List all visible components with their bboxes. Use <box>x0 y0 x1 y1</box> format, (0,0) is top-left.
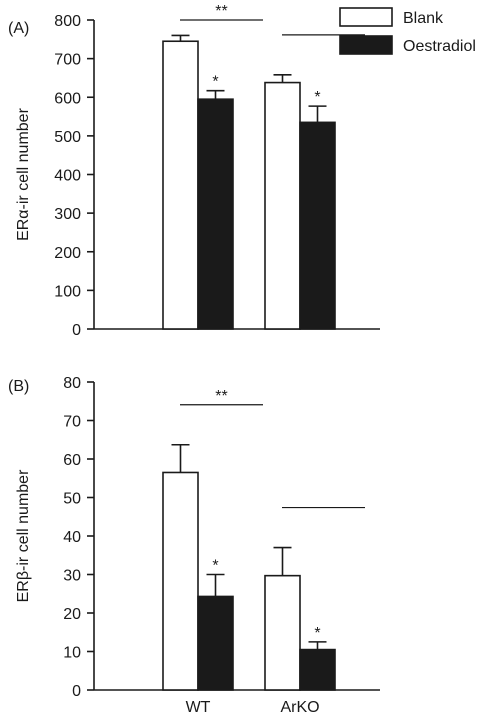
bar-a-blank-1 <box>264 81 301 330</box>
y-tick-label-b: 60 <box>63 452 81 469</box>
significance-star-a-1: * <box>314 89 320 106</box>
y-tick-label-b: 80 <box>63 375 81 392</box>
significance-star-b-0: * <box>212 558 218 575</box>
y-tick-label-a: 800 <box>54 13 81 30</box>
bar-b-oestradiol-1 <box>299 648 336 691</box>
bar-b-blank-1 <box>264 574 301 691</box>
legend-label-blank: Blank <box>403 10 444 27</box>
y-tick-label-a: 700 <box>54 52 81 69</box>
group-significance-b-0: ** <box>215 388 227 405</box>
y-tick-label-b: 30 <box>63 568 81 585</box>
bar-a-oestradiol-1 <box>299 121 336 330</box>
y-tick-label-a: 600 <box>54 90 81 107</box>
significance-star-b-1: * <box>314 625 320 642</box>
group-significance-a-0: ** <box>215 3 227 20</box>
y-tick-label-b: 20 <box>63 606 81 623</box>
y-axis-title-b: ERβ-ir cell number <box>15 469 32 602</box>
y-tick-label-a: 200 <box>54 245 81 262</box>
bar-a-blank-0 <box>162 40 199 330</box>
bar-a-oestradiol-0 <box>197 98 234 330</box>
panel-label-a: (A) <box>8 20 29 37</box>
y-tick-label-b: 70 <box>63 414 81 431</box>
y-tick-label-a: 500 <box>54 129 81 146</box>
legend: Blank Oestradiol <box>339 7 476 55</box>
y-tick-label-b: 50 <box>63 491 81 508</box>
significance-star-a-0: * <box>212 74 218 91</box>
y-tick-label-a: 100 <box>54 283 81 300</box>
y-tick-label-b: 40 <box>63 529 81 546</box>
bar-b-blank-0 <box>162 471 199 691</box>
y-axis-title-a: ERα-ir cell number <box>15 107 32 241</box>
y-tick-label-b: 10 <box>63 645 81 662</box>
y-tick-label-a: 0 <box>72 322 81 339</box>
legend-swatch-blank <box>339 7 393 27</box>
y-tick-label-a: 400 <box>54 168 81 185</box>
y-tick-label-b: 0 <box>72 683 81 700</box>
legend-swatch-oestradiol <box>339 35 393 55</box>
x-tick-label-wt: WT <box>186 699 211 716</box>
panel-a: (A) ERα-ir cell number 0 100 200 300 400 500 600… <box>8 3 380 339</box>
panel-b: (B)ERβ-ir cell number01020304050607080**… <box>8 375 380 716</box>
y-tick-label-a: 300 <box>54 206 81 223</box>
bar-b-oestradiol-0 <box>197 595 234 691</box>
x-tick-label-arko: ArKO <box>280 699 319 716</box>
panel-label-b: (B) <box>8 378 29 395</box>
legend-label-oestradiol: Oestradiol <box>403 38 476 55</box>
